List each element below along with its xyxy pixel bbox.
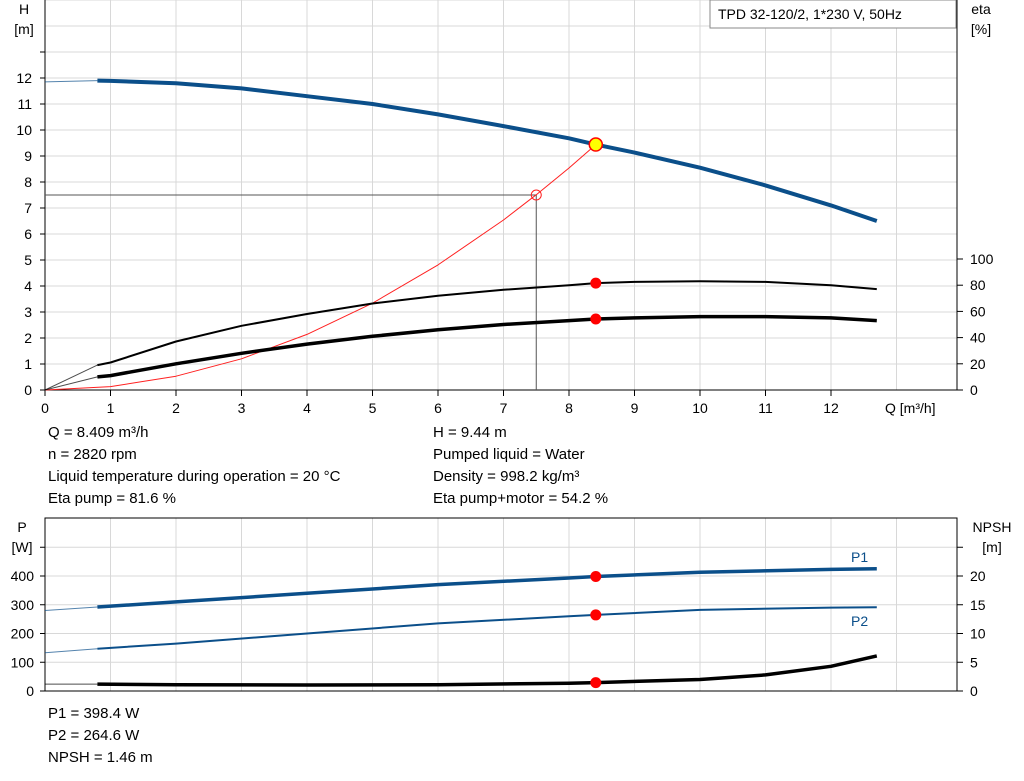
- h-axis-label: H: [19, 1, 29, 17]
- info-top-right: H = 9.44 m Pumped liquid = Water Density…: [433, 422, 608, 510]
- eta-pump-point-marker: [590, 277, 602, 289]
- duty-point-marker: [588, 137, 604, 152]
- info-npsh: NPSH = 1.46 m: [48, 749, 153, 766]
- npsh-point-marker: [590, 677, 602, 689]
- info-p1: P1 = 398.4 W: [48, 705, 140, 722]
- eta-tick-label: 20: [970, 356, 986, 372]
- q-tick-label: 4: [303, 400, 311, 416]
- q-tick-label: 8: [565, 400, 573, 416]
- chart-title: TPD 32-120/2, 1*230 V, 50Hz: [718, 6, 902, 22]
- q-tick-label: 1: [107, 400, 115, 416]
- q-tick-label: 11: [758, 400, 773, 416]
- eta-axis-unit: [%]: [971, 21, 991, 37]
- h-tick-label: 3: [24, 304, 32, 320]
- p-tick-label: 0: [26, 683, 34, 699]
- npsh-axis-label: NPSH: [973, 519, 1012, 535]
- npsh-curve-line: [97, 654, 878, 687]
- q-tick-label: 5: [369, 400, 377, 416]
- eta-tick-label: 0: [970, 382, 978, 398]
- q-axis-label: Q [m³/h]: [885, 400, 936, 416]
- h-tick-label: 8: [24, 174, 32, 190]
- head-curve-extension: [44, 80, 98, 83]
- h-tick-label: 7: [24, 200, 32, 216]
- info-temperature: Liquid temperature during operation = 20…: [48, 468, 341, 485]
- h-tick-label: 4: [24, 278, 32, 294]
- eta-pump-curve-extension: [44, 364, 98, 391]
- eta-pump-motor-curve-extension: [44, 376, 98, 391]
- info-density: Density = 998.2 kg/m³: [433, 468, 580, 485]
- p-tick-label: 400: [11, 568, 35, 584]
- h-tick-label: 9: [24, 148, 32, 164]
- h-tick-label: 12: [16, 70, 32, 86]
- eta-tick-label: 40: [970, 330, 986, 346]
- eta-axis-label: eta: [971, 1, 991, 17]
- power-npsh-chart: 0 100 200 300 400 0 5 10 15 20: [11, 517, 986, 699]
- p1-curve-extension: [44, 606, 98, 611]
- p-tick-label: 100: [11, 654, 35, 670]
- h-tick-label: 1: [24, 356, 32, 372]
- info-bottom: P1 = 398.4 W P2 = 264.6 W NPSH = 1.46 m: [48, 703, 153, 769]
- h-tick-label: 10: [16, 122, 32, 138]
- q-tick-label: 0: [41, 400, 49, 416]
- p1-curve-line: [97, 567, 877, 609]
- p2-curve-line: [97, 606, 877, 650]
- q-tick-label: 6: [434, 400, 442, 416]
- p-tick-label: 300: [11, 597, 35, 613]
- h-tick-label: 11: [17, 96, 32, 112]
- info-top-left: Q = 8.409 m³/h n = 2820 rpm Liquid tempe…: [48, 422, 340, 510]
- info-eta-pump-motor: Eta pump+motor = 54.2 %: [433, 490, 609, 507]
- head-curve-line: [97, 78, 878, 223]
- eta-tick-label: 60: [970, 303, 986, 319]
- npsh-tick-label: 10: [970, 626, 986, 642]
- npsh-tick-label: 15: [970, 597, 986, 613]
- eta-pump-curve-line: [97, 280, 877, 367]
- info-p2: P2 = 264.6 W: [48, 727, 140, 744]
- eta-pump-motor-point-marker: [590, 313, 602, 325]
- h-tick-label: 0: [24, 382, 32, 398]
- q-tick-label: 2: [172, 400, 180, 416]
- title-box: [709, 0, 957, 29]
- npsh-tick-label: 5: [970, 654, 978, 670]
- q-tick-label: 9: [631, 400, 639, 416]
- info-eta-pump: Eta pump = 81.6 %: [48, 490, 176, 507]
- q-tick-label: 10: [692, 400, 708, 416]
- h-tick-label: 6: [24, 226, 32, 242]
- info-h: H = 9.44 m: [433, 424, 507, 441]
- q-tick-label: 7: [500, 400, 508, 416]
- p-tick-label: 200: [11, 626, 35, 642]
- info-n: n = 2820 rpm: [48, 446, 137, 463]
- p1-series-label: P1: [851, 549, 868, 565]
- h-axis-unit: [m]: [14, 21, 33, 37]
- p-axis-label: P: [17, 519, 26, 535]
- h-tick-label: 5: [24, 252, 32, 268]
- npsh-axis-unit: [m]: [982, 539, 1001, 555]
- info-q: Q = 8.409 m³/h: [48, 424, 149, 441]
- reference-point-marker: [530, 189, 542, 201]
- npsh-tick-label: 20: [970, 568, 986, 584]
- q-tick-label: 3: [238, 400, 246, 416]
- npsh-tick-label: 0: [970, 683, 978, 699]
- p1-point-marker: [590, 570, 602, 582]
- info-liquid: Pumped liquid = Water: [433, 446, 585, 463]
- p-axis-unit: [W]: [12, 539, 33, 555]
- h-tick-label: 2: [24, 330, 32, 346]
- p2-point-marker: [590, 609, 602, 621]
- eta-pump-motor-curve-line: [97, 314, 877, 379]
- eta-tick-label: 100: [970, 251, 994, 267]
- q-tick-label: 12: [823, 400, 839, 416]
- eta-tick-label: 80: [970, 277, 986, 293]
- p2-series-label: P2: [851, 613, 868, 629]
- p2-curve-extension: [44, 648, 98, 654]
